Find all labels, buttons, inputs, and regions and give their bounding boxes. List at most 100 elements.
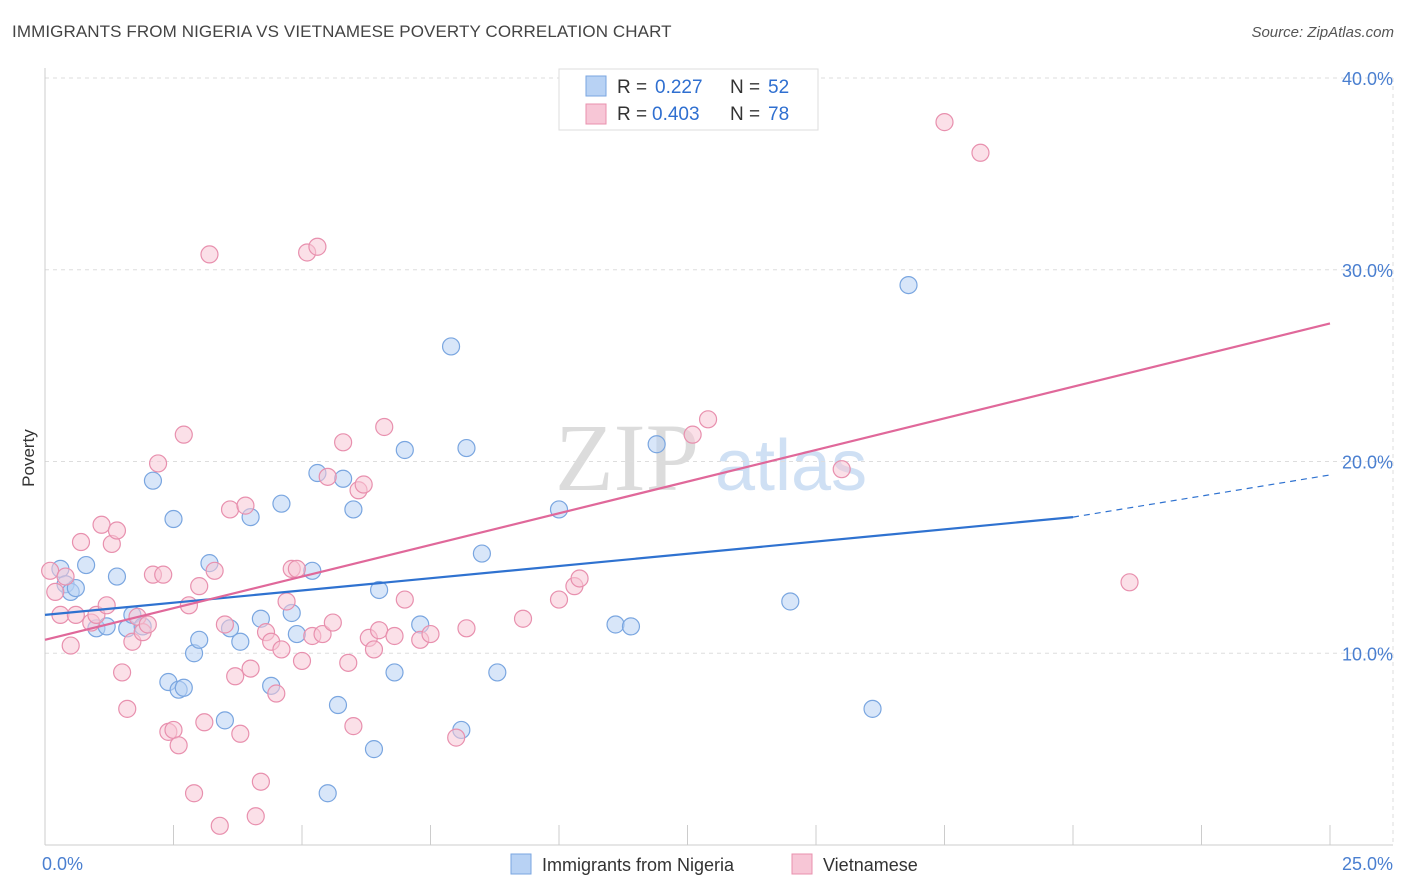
point-vietnamese bbox=[385, 626, 404, 646]
point-nigeria bbox=[107, 567, 127, 586]
point-vietnamese bbox=[272, 640, 291, 659]
point-vietnamese bbox=[169, 736, 188, 755]
point-vietnamese bbox=[395, 590, 414, 609]
point-nigeria bbox=[231, 632, 250, 651]
point-vietnamese bbox=[215, 615, 234, 634]
point-vietnamese bbox=[174, 425, 193, 444]
point-nigeria bbox=[441, 337, 461, 356]
y-tick-label: 20.0% bbox=[1342, 453, 1393, 473]
point-vietnamese bbox=[370, 621, 389, 640]
y-tick-label: 30.0% bbox=[1342, 261, 1393, 281]
point-vietnamese bbox=[97, 596, 116, 615]
point-nigeria bbox=[863, 699, 882, 718]
point-vietnamese bbox=[364, 640, 384, 659]
point-nigeria bbox=[647, 435, 666, 454]
axes bbox=[44, 68, 1393, 846]
point-vietnamese bbox=[241, 659, 260, 678]
point-nigeria bbox=[370, 580, 389, 600]
point-vietnamese bbox=[231, 724, 250, 743]
legend-r-label-1: R = bbox=[617, 77, 647, 98]
legend-swatch-blue bbox=[585, 75, 607, 97]
point-vietnamese bbox=[447, 728, 466, 747]
point-vietnamese bbox=[457, 619, 476, 638]
bottom-legend-swatch-blue bbox=[510, 853, 532, 875]
point-nigeria bbox=[174, 678, 193, 697]
top-legend: R = 0.227 N = 52 R = 0.403 N = 78 bbox=[558, 68, 819, 131]
trend-line-vietnamese bbox=[44, 322, 1331, 641]
point-nigeria bbox=[781, 592, 800, 611]
point-vietnamese bbox=[292, 651, 312, 671]
point-nigeria bbox=[272, 494, 291, 513]
point-nigeria bbox=[303, 561, 322, 580]
point-nigeria bbox=[143, 471, 163, 490]
point-vietnamese bbox=[71, 532, 91, 552]
point-vietnamese bbox=[549, 590, 569, 609]
point-vietnamese bbox=[1120, 573, 1139, 592]
series-vietnamese-points bbox=[41, 113, 1139, 835]
x-tick-label: 0.0% bbox=[42, 854, 83, 874]
point-vietnamese bbox=[683, 425, 702, 444]
point-vietnamese bbox=[138, 615, 157, 634]
point-vietnamese bbox=[513, 609, 533, 628]
point-nigeria bbox=[318, 784, 337, 803]
point-vietnamese bbox=[354, 475, 373, 494]
point-vietnamese bbox=[375, 417, 394, 437]
point-vietnamese bbox=[318, 467, 337, 486]
point-vietnamese bbox=[421, 624, 440, 644]
point-nigeria bbox=[621, 617, 641, 636]
point-vietnamese bbox=[112, 663, 132, 682]
point-nigeria bbox=[488, 663, 507, 682]
point-nigeria bbox=[457, 438, 476, 458]
point-vietnamese bbox=[148, 454, 168, 473]
point-nigeria bbox=[287, 624, 306, 644]
legend-r-value-1: 0.227 bbox=[655, 77, 703, 98]
y-tick-label: 40.0% bbox=[1342, 69, 1393, 89]
point-vietnamese bbox=[313, 624, 332, 644]
legend-r-label-2: R = bbox=[617, 104, 647, 125]
point-vietnamese bbox=[236, 496, 255, 515]
point-vietnamese bbox=[205, 561, 224, 580]
point-vietnamese bbox=[323, 613, 342, 632]
point-vietnamese bbox=[56, 567, 75, 586]
point-vietnamese bbox=[570, 569, 589, 588]
trend-lines bbox=[44, 322, 1331, 641]
point-vietnamese bbox=[154, 565, 173, 584]
point-nigeria bbox=[215, 711, 234, 730]
point-vietnamese bbox=[107, 521, 127, 540]
legend-n-label-2: N = bbox=[730, 104, 760, 125]
x-tick-label: 25.0% bbox=[1342, 854, 1393, 874]
point-vietnamese bbox=[190, 577, 209, 596]
point-vietnamese bbox=[66, 605, 85, 625]
point-nigeria bbox=[899, 275, 918, 295]
point-vietnamese bbox=[308, 237, 327, 256]
bottom-legend: Immigrants from Nigeria Vietnamese bbox=[510, 853, 918, 875]
point-vietnamese bbox=[200, 245, 219, 264]
point-vietnamese bbox=[832, 460, 851, 479]
legend-r-value-2: 0.403 bbox=[652, 104, 700, 125]
point-vietnamese bbox=[184, 784, 204, 803]
y-axis-title: Poverty bbox=[19, 429, 38, 487]
chart-title: IMMIGRANTS FROM NIGERIA VS VIETNAMESE PO… bbox=[12, 22, 672, 41]
series-nigeria-points bbox=[51, 275, 918, 803]
point-nigeria bbox=[472, 544, 491, 563]
tick-labels: 10.0% 20.0% 30.0% 40.0% 0.0% 25.0% bbox=[42, 69, 1393, 874]
chart-source: Source: ZipAtlas.com bbox=[1251, 24, 1394, 41]
point-vietnamese bbox=[226, 667, 245, 686]
point-vietnamese bbox=[210, 816, 229, 835]
point-vietnamese bbox=[92, 515, 111, 534]
point-vietnamese bbox=[41, 561, 60, 580]
point-vietnamese bbox=[118, 699, 137, 718]
point-nigeria bbox=[334, 469, 353, 488]
bottom-legend-label-nigeria: Immigrants from Nigeria bbox=[542, 855, 735, 875]
point-vietnamese bbox=[195, 713, 214, 732]
point-nigeria bbox=[328, 695, 348, 715]
legend-n-value-2: 78 bbox=[768, 104, 789, 125]
point-nigeria bbox=[66, 578, 85, 598]
point-nigeria bbox=[190, 630, 209, 649]
point-vietnamese bbox=[334, 433, 353, 452]
watermark-zip: ZIP bbox=[555, 404, 699, 511]
point-vietnamese bbox=[246, 807, 265, 826]
trend-line-nigeria-extension bbox=[1072, 474, 1331, 518]
point-nigeria bbox=[395, 440, 414, 460]
point-vietnamese bbox=[698, 410, 718, 429]
